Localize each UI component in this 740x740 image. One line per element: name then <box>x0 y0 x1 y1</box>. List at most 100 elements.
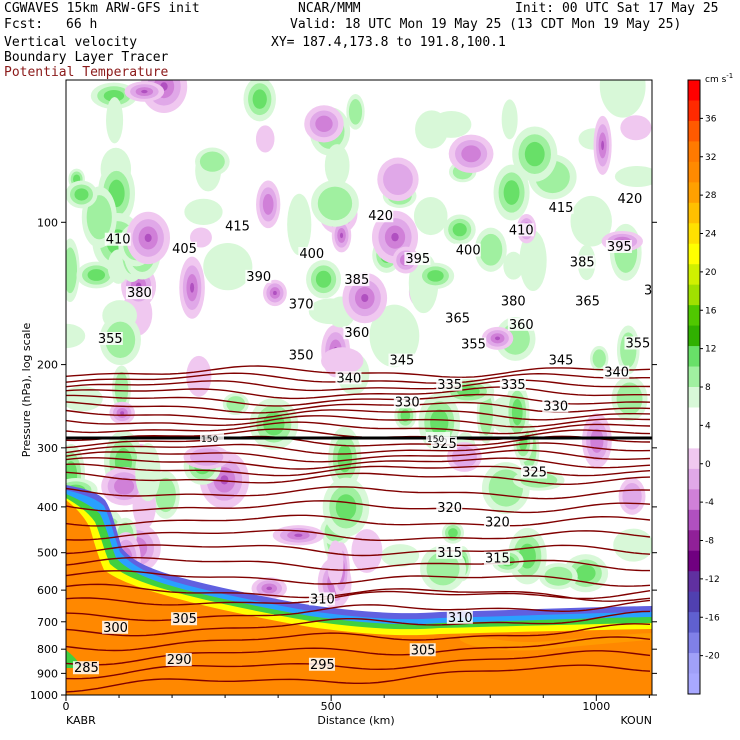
isentrope-label: 380 <box>127 286 152 301</box>
colorbar-swatch <box>688 284 700 306</box>
isentrope-label: 420 <box>618 192 643 207</box>
updraft-cell <box>287 193 312 256</box>
isentrope-label: 385 <box>344 273 369 288</box>
isentrope-label: 345 <box>389 354 414 369</box>
updraft-cell <box>503 251 524 280</box>
isentrope-label-bg <box>343 326 370 340</box>
colorbar-swatch <box>688 325 700 347</box>
updraft-cell <box>106 97 124 144</box>
colorbar-tick-label: -8 <box>705 537 714 547</box>
x-tick-label: 1000 <box>582 700 610 713</box>
downdraft-cell <box>351 529 383 573</box>
isentrope-label: 345 <box>549 354 574 369</box>
isentrope-line <box>66 471 651 485</box>
isentrope-label-bg <box>308 592 335 606</box>
isentrope-label: 410 <box>509 223 534 238</box>
downdraft-cell <box>266 586 273 591</box>
colorbar-unit: cm s-1 <box>705 72 733 85</box>
isentrope-label-bg <box>125 286 152 300</box>
updraft-cell <box>479 233 503 266</box>
isentrope-line <box>66 415 651 428</box>
y-tick-label: 700 <box>37 616 58 629</box>
isentrope-label: 390 <box>246 270 271 285</box>
updraft-cell <box>66 247 78 294</box>
updraft-cell <box>448 528 458 538</box>
colorbar-swatch <box>688 182 700 204</box>
isentrope-label-bg <box>224 219 251 233</box>
forecast-label: Fcst: <box>4 17 44 32</box>
updraft-cell <box>335 494 357 521</box>
isentrope-label: 310 <box>448 611 473 626</box>
updraft-cell <box>592 349 606 368</box>
isentrope-label-bg <box>409 643 436 657</box>
isentrope-label-bg <box>165 653 192 667</box>
cross-section-endpoints: XY= 187.4,173.8 to 191.8,100.1 <box>271 35 506 50</box>
isentrope-label: 355 <box>461 338 486 353</box>
isentrope-label: 410 <box>106 233 131 248</box>
isentrope-line <box>66 623 651 652</box>
isentrope-label-bg <box>454 243 481 257</box>
isentrope-line <box>66 449 651 463</box>
updraft-cell <box>614 165 652 188</box>
updraft-cell <box>519 230 547 291</box>
isentrope-label-bg <box>643 283 652 297</box>
isentrope-line <box>66 529 651 541</box>
field-vertical-velocity: Vertical velocity <box>4 35 138 50</box>
downdraft-cell <box>601 140 605 151</box>
y-tick-label: 600 <box>37 584 58 597</box>
isentrope-label: 380 <box>501 295 526 310</box>
plot-frame <box>65 79 653 696</box>
colorbar-swatch <box>688 591 700 613</box>
updraft-cell <box>430 409 449 436</box>
y-tick-label: 800 <box>37 643 58 656</box>
isentrope-label-bg <box>72 661 99 675</box>
isentrope-line <box>66 650 651 680</box>
isentrope-line <box>66 590 651 606</box>
isentrope-label-bg <box>393 395 420 409</box>
updraft-cell <box>381 544 420 567</box>
isentrope-label: 405 <box>172 242 197 257</box>
isentrope-label: 335 <box>437 378 462 393</box>
isentrope-label: 300 <box>103 621 128 636</box>
isentrope-label-bg <box>624 336 651 350</box>
isentrope-label-bg <box>287 297 314 311</box>
downdraft-cell <box>361 293 369 303</box>
y-tick-label: 300 <box>37 442 58 455</box>
isentrope-line <box>66 379 651 392</box>
updraft-cell <box>452 222 467 237</box>
colorbar-swatch <box>688 366 700 388</box>
y-tick-label: 900 <box>37 667 58 680</box>
isentrope-label: 400 <box>299 247 324 262</box>
colorbar-swatch <box>688 387 700 408</box>
updraft-cell <box>252 89 267 109</box>
isentrope-label-bg <box>245 269 272 283</box>
colorbar-swatch <box>688 161 700 183</box>
right-station-label: KOUN <box>620 714 652 727</box>
x-tick-label: 500 <box>321 700 342 713</box>
isentrope-label: 355 <box>625 336 650 351</box>
colorbar-tick-label: -16 <box>705 613 720 623</box>
isentrope-label: 370 <box>289 297 314 312</box>
isentrope-line <box>66 557 650 572</box>
colorbar-swatch <box>688 305 700 327</box>
isentrope-label-bg <box>605 239 632 253</box>
downdraft-cell <box>141 89 148 94</box>
isentrope-line <box>66 514 651 527</box>
isentrope-label: 415 <box>549 201 574 216</box>
colorbar-swatch <box>688 80 700 101</box>
isentrope-label-bg <box>104 232 131 246</box>
updraft-cell <box>199 151 225 172</box>
organization: NCAR/MMM <box>298 1 361 16</box>
boundary-layer-tracer-shading <box>66 485 652 695</box>
isentrope-label: 315 <box>485 552 510 567</box>
colorbar-swatch <box>688 407 700 429</box>
downdraft-cell <box>262 193 274 215</box>
isentrope-label: 315 <box>437 546 462 561</box>
isentrope-label-bg <box>404 252 431 266</box>
updraft-cell <box>203 242 253 291</box>
isentrope-line <box>66 500 651 514</box>
updraft-cell <box>575 564 596 582</box>
isentrope-label: 290 <box>167 653 192 668</box>
updraft-cell <box>324 144 350 188</box>
downdraft-cell <box>120 411 125 415</box>
